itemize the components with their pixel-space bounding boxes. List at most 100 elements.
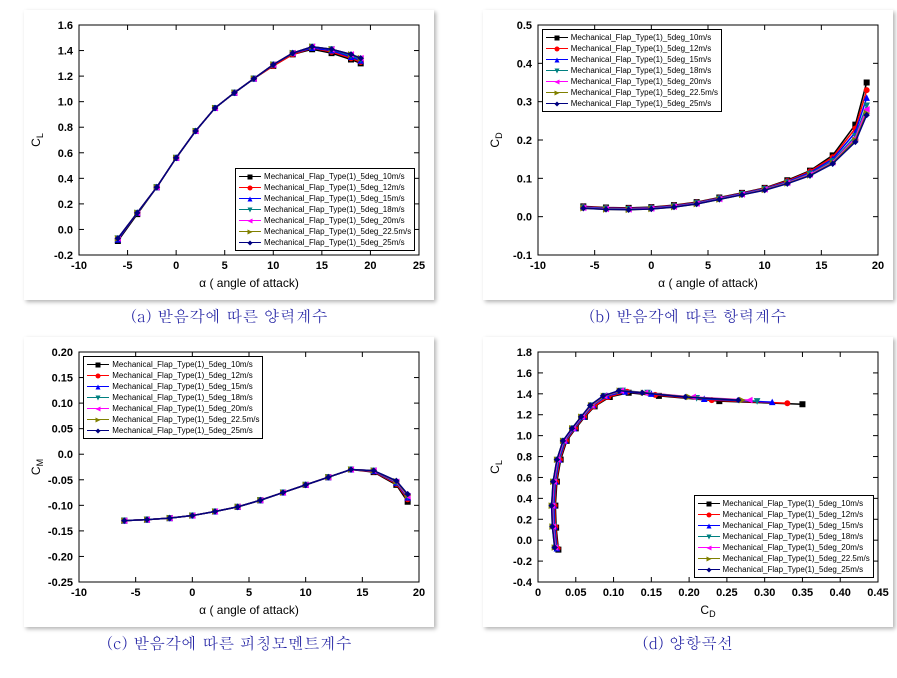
legend-item: Mechanical_Flap_Type(1)_5deg_18m/s [87,392,259,403]
svg-text:5: 5 [222,260,228,272]
legend-item: Mechanical_Flap_Type(1)_5deg_15m/s [546,54,718,65]
svg-text:-0.05: -0.05 [48,475,73,487]
legend: Mechanical_Flap_Type(1)_5deg_10m/s Mecha… [83,356,263,439]
svg-text:15: 15 [316,260,328,272]
svg-text:0: 0 [648,260,654,272]
svg-text:15: 15 [356,587,368,599]
svg-text:1.0: 1.0 [58,97,73,109]
svg-text:25: 25 [413,260,425,272]
svg-text:1.0: 1.0 [516,431,531,443]
legend-item: Mechanical_Flap_Type(1)_5deg_22.5m/s [239,226,411,237]
legend-label: Mechanical_Flap_Type(1)_5deg_15m/s [571,54,712,65]
svg-text:0.5: 0.5 [516,20,531,32]
legend-label: Mechanical_Flap_Type(1)_5deg_22.5m/s [264,226,411,237]
svg-text:0: 0 [190,587,196,599]
legend: Mechanical_Flap_Type(1)_5deg_10m/s Mecha… [542,29,722,112]
caption-a: (a) 받음각에 따른 양력계수 [131,304,328,327]
panels-grid: -10 -5 0 5 10 15 20 25 -0.2 0.0 0.2 0.4 0.6 0.8 1.0 1.2… [10,10,897,654]
svg-text:0.10: 0.10 [603,587,624,599]
legend-item: Mechanical_Flap_Type(1)_5deg_20m/s [698,542,870,553]
legend-label: Mechanical_Flap_Type(1)_5deg_12m/s [264,182,405,193]
caption-c: (c) 받음각에 따른 피칭모멘트계수 [107,631,352,654]
svg-text:0.20: 0.20 [678,587,699,599]
legend-item: Mechanical_Flap_Type(1)_5deg_18m/s [239,204,411,215]
legend-label: Mechanical_Flap_Type(1)_5deg_22.5m/s [571,87,718,98]
legend-label: Mechanical_Flap_Type(1)_5deg_20m/s [264,215,405,226]
svg-text:-0.4: -0.4 [513,577,533,589]
svg-text:0.2: 0.2 [516,514,531,526]
legend-item: Mechanical_Flap_Type(1)_5deg_15m/s [698,520,870,531]
legend-label: Mechanical_Flap_Type(1)_5deg_20m/s [571,76,712,87]
legend-label: Mechanical_Flap_Type(1)_5deg_12m/s [112,370,253,381]
svg-text:α ( angle of attack): α ( angle of attack) [199,276,299,290]
svg-text:0.8: 0.8 [516,452,531,464]
svg-text:-0.2: -0.2 [513,556,532,568]
legend-item: Mechanical_Flap_Type(1)_5deg_12m/s [698,509,870,520]
legend-label: Mechanical_Flap_Type(1)_5deg_22.5m/s [112,414,259,425]
svg-text:1.4: 1.4 [516,389,532,401]
legend-item: Mechanical_Flap_Type(1)_5deg_25m/s [87,425,259,436]
svg-text:0.45: 0.45 [867,587,888,599]
chart-c: -10-505101520-0.25-0.20-0.15-0.10-0.050.… [24,337,434,627]
svg-text:0.35: 0.35 [791,587,812,599]
legend-label: Mechanical_Flap_Type(1)_5deg_20m/s [723,542,864,553]
legend-item: Mechanical_Flap_Type(1)_5deg_12m/s [87,370,259,381]
svg-text:1.8: 1.8 [516,347,531,359]
svg-text:-5: -5 [123,260,133,272]
svg-text:0.4: 0.4 [58,173,74,185]
legend-label: Mechanical_Flap_Type(1)_5deg_25m/s [723,564,864,575]
legend-item: Mechanical_Flap_Type(1)_5deg_10m/s [546,32,718,43]
svg-text:0.10: 0.10 [52,398,73,410]
legend-label: Mechanical_Flap_Type(1)_5deg_25m/s [112,425,253,436]
svg-text:10: 10 [267,260,279,272]
svg-text:-0.10: -0.10 [48,500,73,512]
svg-text:CL: CL [29,133,45,147]
legend-label: Mechanical_Flap_Type(1)_5deg_20m/s [112,403,253,414]
legend-item: Mechanical_Flap_Type(1)_5deg_15m/s [239,193,411,204]
svg-text:CD: CD [488,132,504,148]
svg-text:0.6: 0.6 [58,148,73,160]
svg-text:5: 5 [705,260,711,272]
svg-text:0.0: 0.0 [516,535,531,547]
svg-text:1.4: 1.4 [58,46,74,58]
svg-text:-10: -10 [71,587,87,599]
svg-text:0: 0 [173,260,179,272]
chart-b: -10-505101520-0.10.00.10.20.30.40.5α ( a… [483,10,893,300]
svg-text:-10: -10 [530,260,546,272]
legend-label: Mechanical_Flap_Type(1)_5deg_10m/s [112,359,253,370]
legend-label: Mechanical_Flap_Type(1)_5deg_25m/s [571,98,712,109]
legend-item: Mechanical_Flap_Type(1)_5deg_10m/s [87,359,259,370]
legend-item: Mechanical_Flap_Type(1)_5deg_10m/s [239,171,411,182]
caption-d: (d) 양항곡선 [642,631,733,654]
legend-item: Mechanical_Flap_Type(1)_5deg_12m/s [239,182,411,193]
legend-label: Mechanical_Flap_Type(1)_5deg_18m/s [571,65,712,76]
svg-text:-0.1: -0.1 [513,250,532,262]
caption-b: (b) 받음각에 따른 항력계수 [589,304,786,327]
svg-text:20: 20 [365,260,377,272]
svg-text:0.1: 0.1 [516,173,531,185]
legend-label: Mechanical_Flap_Type(1)_5deg_15m/s [264,193,405,204]
svg-text:0: 0 [535,587,541,599]
svg-text:-0.20: -0.20 [48,551,73,563]
svg-text:0.0: 0.0 [516,212,531,224]
svg-text:0.3: 0.3 [516,97,531,109]
svg-text:α ( angle of attack): α ( angle of attack) [199,603,299,617]
panel-c: -10-505101520-0.25-0.20-0.15-0.10-0.050.… [10,337,449,654]
svg-text:0.4: 0.4 [516,493,532,505]
legend-label: Mechanical_Flap_Type(1)_5deg_12m/s [723,509,864,520]
svg-text:1.2: 1.2 [516,410,531,422]
legend-label: Mechanical_Flap_Type(1)_5deg_12m/s [571,43,712,54]
legend-label: Mechanical_Flap_Type(1)_5deg_25m/s [264,237,405,248]
svg-text:-10: -10 [71,260,87,272]
svg-text:0.4: 0.4 [516,58,532,70]
svg-text:1.6: 1.6 [516,368,531,380]
svg-text:15: 15 [815,260,827,272]
legend-item: Mechanical_Flap_Type(1)_5deg_10m/s [698,498,870,509]
svg-text:CD: CD [700,603,716,619]
legend-label: Mechanical_Flap_Type(1)_5deg_10m/s [571,32,712,43]
svg-text:10: 10 [758,260,770,272]
legend-item: Mechanical_Flap_Type(1)_5deg_25m/s [546,98,718,109]
svg-text:0.0: 0.0 [58,449,73,461]
svg-text:-0.15: -0.15 [48,526,73,538]
legend-item: Mechanical_Flap_Type(1)_5deg_25m/s [239,237,411,248]
